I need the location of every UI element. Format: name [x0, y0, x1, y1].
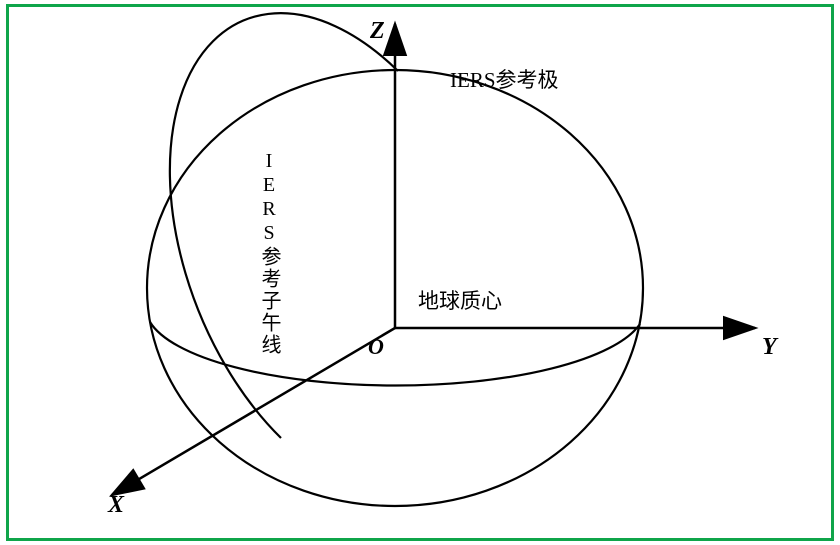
axis-label-y: Y [762, 334, 777, 361]
axis-label-x: X [108, 492, 124, 519]
axis-label-z: Z [370, 18, 385, 45]
pole-label: IERS参考极 [450, 64, 559, 94]
meridian-label: IERS参考子午线 [255, 150, 284, 356]
origin-label: O [368, 334, 384, 360]
axis-x [112, 328, 395, 495]
equator-arc [150, 322, 640, 386]
diagram-svg [0, 0, 840, 545]
geocenter-label: 地球质心 [418, 285, 502, 315]
